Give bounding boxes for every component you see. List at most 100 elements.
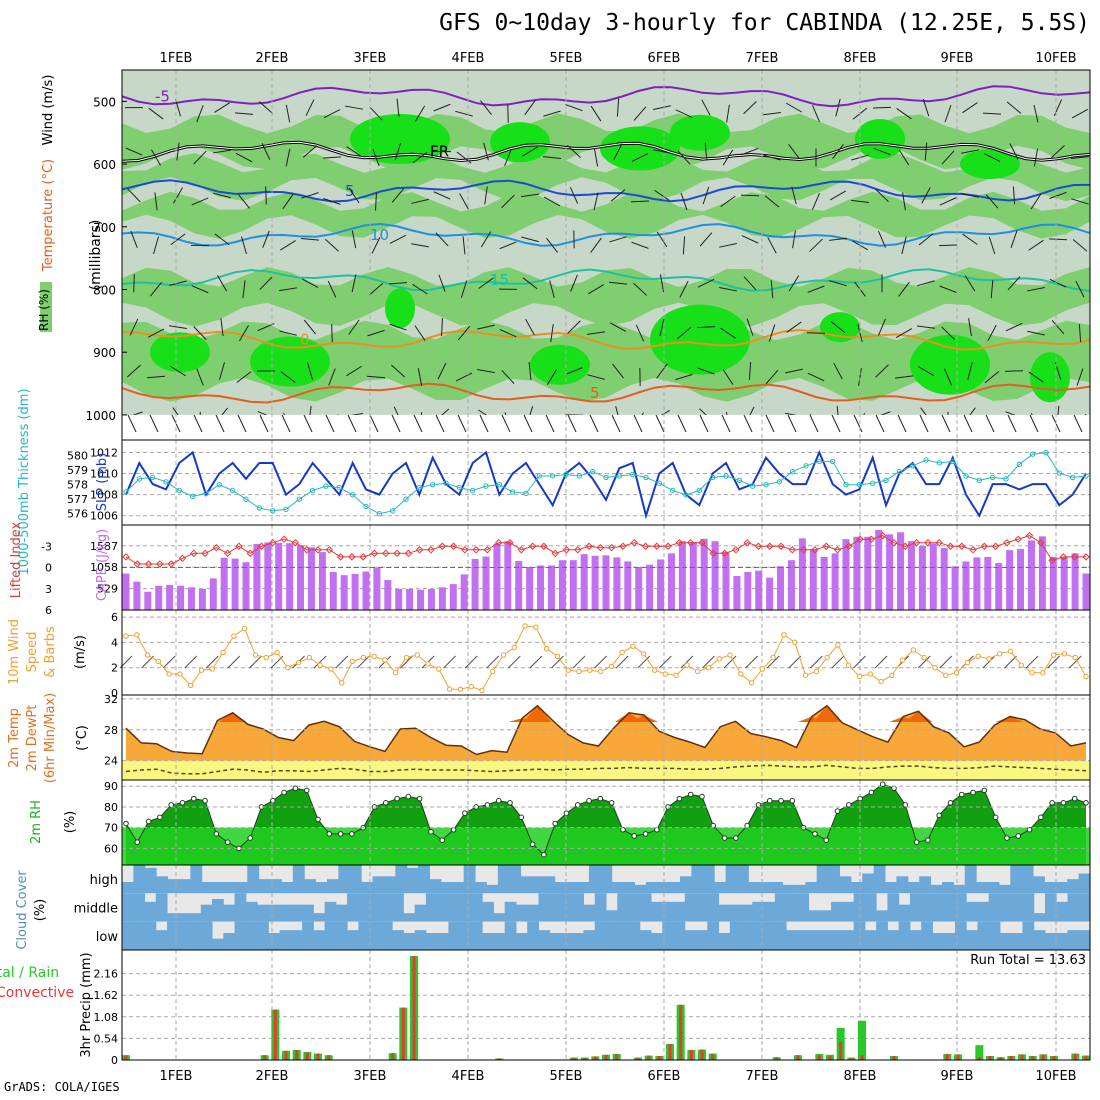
cloud-low-cell: [876, 921, 888, 950]
upper-wind-barb: [653, 105, 671, 110]
thickness-point: [136, 476, 143, 482]
cloud-low-cell: [167, 921, 179, 950]
dewpt-band: [122, 760, 1090, 780]
rh2m-point: [439, 837, 446, 843]
cloud-middle-cell: [639, 893, 652, 922]
wind10-point: [802, 672, 809, 678]
upper-wind-barb: [679, 280, 689, 298]
li-point: [1071, 553, 1079, 561]
cloud-middle-cell: [628, 893, 641, 922]
precip-convective-bar: [295, 1050, 299, 1060]
upper-wind-barb: [477, 368, 495, 374]
rh2m-point: [247, 835, 254, 841]
rh2m-point: [145, 818, 152, 825]
cloud-high-cell: [418, 865, 430, 894]
cape-bar: [569, 560, 577, 610]
cape-bar: [733, 576, 741, 610]
rh2m-tick-label: 80: [104, 801, 118, 814]
upper-wind-barb: [896, 108, 912, 120]
wind10-point: [414, 652, 420, 658]
cloud-low-cell: [606, 921, 618, 950]
upper-wind-barb: [719, 287, 737, 292]
wind10-point: [684, 662, 690, 668]
wind10-point: [123, 633, 129, 639]
cloud-high-cell: [258, 879, 271, 894]
cloud-middle-cell: [696, 893, 708, 922]
cape-bar: [613, 557, 621, 610]
upper-wind-barb: [720, 327, 736, 339]
cape-bar: [209, 578, 217, 610]
chart-title: GFS 0~10day 3-hourly for CABINDA (12.25E…: [439, 10, 1090, 36]
upper-wind-barb: [127, 188, 141, 203]
cloud-high-cell: [304, 879, 317, 894]
wind10-point: [597, 668, 604, 675]
wind10-point: [997, 651, 1003, 657]
cloud-axis-label: Cloud Cover: [15, 870, 30, 950]
upper-wind-barb: [217, 275, 227, 292]
thickness-point: [483, 483, 489, 489]
cloud-middle-cell: [1078, 893, 1091, 922]
cloud-middle-cell: [819, 910, 832, 922]
upper-wind-barb: [939, 285, 957, 293]
pressure-tick-label: 500: [93, 95, 116, 109]
rh-saturated-blob: [650, 304, 750, 375]
upper-wind-barb: [1028, 239, 1044, 251]
wind10-units-label: (m/s): [73, 635, 88, 669]
temp-peak: [812, 705, 841, 723]
li-point: [799, 546, 808, 554]
upper-wind-barb: [522, 146, 538, 157]
cape-bar: [558, 560, 566, 610]
cloud-middle-cell: [786, 893, 798, 922]
li-point: [969, 546, 977, 554]
rh2m-point: [1071, 795, 1078, 802]
upper-wind-barb: [961, 149, 979, 154]
upper-wind-barb: [659, 274, 665, 293]
rh-band: [122, 152, 1090, 202]
cloud-low-cell: [763, 921, 776, 950]
upper-wind-barb: [236, 371, 252, 383]
upper-wind-barb: [1075, 280, 1085, 298]
upper-wind-barb: [389, 234, 407, 244]
li-point: [845, 542, 853, 550]
upper-wind-barb: [125, 147, 143, 156]
rh-saturated-blob: [250, 336, 330, 387]
upper-wind-barb: [1027, 330, 1045, 336]
rh2m-point: [529, 841, 536, 848]
thickness-point: [709, 474, 716, 481]
surface-wind-barb: [523, 414, 533, 433]
cape-bar: [689, 542, 697, 610]
rh2m-point: [879, 781, 886, 787]
upper-wind-barb: [983, 153, 1001, 162]
cape-bar: [897, 532, 905, 610]
isotherm-line: [121, 268, 1091, 292]
upper-wind-barb: [988, 236, 996, 255]
thickness-point: [883, 477, 889, 484]
cloud-low-cell: [302, 921, 314, 950]
upper-wind-barb: [367, 329, 385, 337]
rh2m-point: [1049, 800, 1055, 806]
wind10-barb: [917, 655, 931, 669]
cloud-low-cell: [1067, 930, 1080, 950]
cloud-middle-cell: [1044, 893, 1057, 922]
upper-wind-barb: [768, 324, 776, 342]
upper-wind-barb: [722, 149, 734, 166]
upper-wind-barb: [459, 193, 469, 210]
thickness-point: [456, 484, 463, 491]
upper-wind-barb: [412, 151, 428, 164]
wind10-point: [144, 652, 151, 658]
upper-wind-barb: [146, 375, 166, 379]
rh2m-point: [552, 820, 558, 827]
wind10-point: [705, 664, 712, 671]
wind10-point: [339, 680, 345, 686]
upper-wind-barb: [1033, 104, 1039, 123]
rh2m-point: [958, 791, 965, 798]
cloud-middle-cell: [898, 904, 911, 922]
li-point: [223, 549, 232, 558]
upper-wind-barb: [242, 280, 246, 299]
cloud-low-cell: [212, 938, 224, 950]
wind10-barb: [1047, 655, 1060, 669]
slp-axis-label: SLP (mb): [95, 453, 110, 512]
rh2m-point: [337, 831, 344, 837]
rh2m-point: [1026, 826, 1033, 833]
cloud-middle-cell: [504, 901, 517, 922]
